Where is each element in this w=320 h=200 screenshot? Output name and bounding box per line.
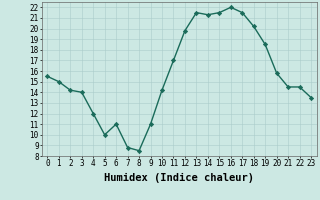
X-axis label: Humidex (Indice chaleur): Humidex (Indice chaleur) (104, 173, 254, 183)
